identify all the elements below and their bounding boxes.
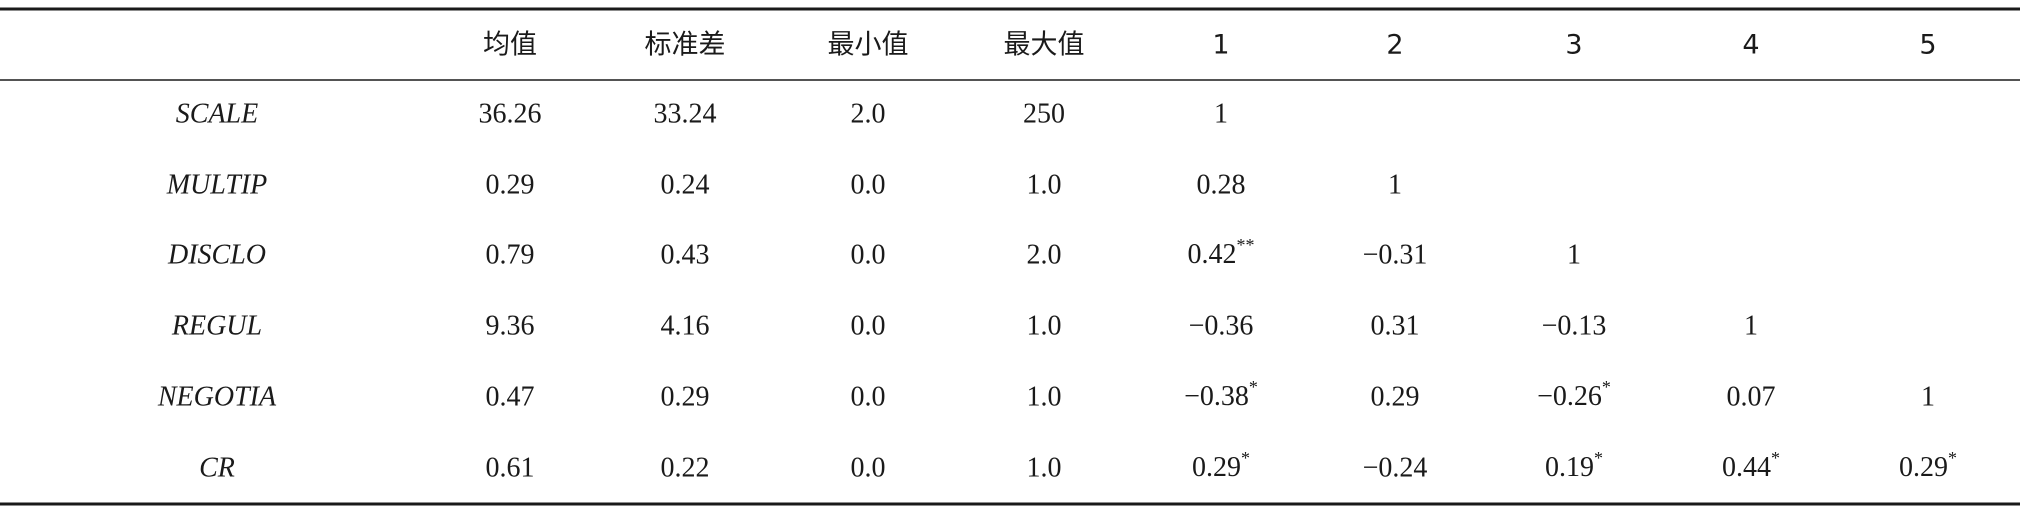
header-cell: 2 (1386, 30, 1403, 61)
row-label: DISCLO (167, 239, 266, 270)
header-cell: 4 (1742, 30, 1759, 61)
significance-mark: ** (1237, 235, 1255, 255)
cell: 33.24 (654, 98, 717, 129)
cell: 0.31 (1371, 310, 1420, 341)
cell: 0.0 (851, 239, 886, 270)
cell-value: 0.29 (1192, 452, 1241, 483)
cell: 0.19* (1545, 448, 1603, 483)
cell: −0.13 (1542, 310, 1607, 341)
cell: 0.29 (1371, 381, 1420, 412)
cell: 36.26 (479, 98, 542, 129)
cell: 1 (1214, 98, 1228, 129)
cell: 4.16 (661, 310, 710, 341)
cell: 2.0 (851, 98, 886, 129)
cell-value: 0.44 (1722, 452, 1771, 483)
cell: 0.29 (486, 169, 535, 200)
significance-mark: * (1602, 377, 1611, 397)
header-cell: 最大值 (1004, 30, 1085, 61)
cell: 0.43 (661, 239, 710, 270)
cell: 1.0 (1027, 381, 1062, 412)
header-cell: 最小值 (828, 30, 909, 61)
cell: 0.24 (661, 169, 710, 200)
cell: 1 (1744, 310, 1758, 341)
cell: 0.47 (486, 381, 535, 412)
cell: −0.36 (1189, 310, 1254, 341)
header-cell: 3 (1565, 30, 1582, 61)
cell: 1.0 (1027, 169, 1062, 200)
cell: −0.24 (1363, 452, 1428, 483)
cell: 0.22 (661, 452, 710, 483)
header-cell: 标准差 (645, 30, 726, 61)
cell: 0.0 (851, 310, 886, 341)
row-label: MULTIP (166, 169, 268, 200)
cell: 0.0 (851, 452, 886, 483)
header-cell: 均值 (483, 30, 537, 61)
cell: 0.42** (1188, 235, 1255, 270)
significance-mark: * (1771, 448, 1780, 468)
cell: 250 (1023, 98, 1065, 129)
cell: 0.29* (1192, 448, 1250, 483)
significance-mark: * (1249, 377, 1258, 397)
cell: 0.07 (1727, 381, 1776, 412)
cell: 0.61 (486, 452, 535, 483)
cell-value: 0.29 (1899, 452, 1948, 483)
cell: −0.38* (1184, 377, 1258, 412)
row-label: SCALE (176, 98, 258, 129)
cell-value: −0.26 (1537, 381, 1602, 412)
cell: 1 (1567, 239, 1581, 270)
cell: 0.0 (851, 381, 886, 412)
cell: 0.29 (661, 381, 710, 412)
cell: 0.79 (486, 239, 535, 270)
cell: 1 (1921, 381, 1935, 412)
cell: 9.36 (486, 310, 535, 341)
cell: 0.28 (1197, 169, 1246, 200)
cell-value: 0.19 (1545, 452, 1594, 483)
cell: −0.26* (1537, 377, 1611, 412)
row-label: NEGOTIA (157, 381, 277, 412)
cell: 0.44* (1722, 448, 1780, 483)
header-cell: 5 (1919, 30, 1936, 61)
significance-mark: * (1594, 448, 1603, 468)
cell: 1.0 (1027, 452, 1062, 483)
cell-value: 0.42 (1188, 239, 1237, 270)
cell: 2.0 (1027, 239, 1062, 270)
row-label: CR (199, 452, 235, 483)
row-label: REGUL (171, 310, 262, 341)
header-cell: 1 (1212, 30, 1229, 61)
cell-value: −0.38 (1184, 381, 1249, 412)
cell: −0.31 (1363, 239, 1428, 270)
cell: 0.29* (1899, 448, 1957, 483)
cell: 1 (1388, 169, 1402, 200)
cell: 0.0 (851, 169, 886, 200)
cell: 1.0 (1027, 310, 1062, 341)
significance-mark: * (1241, 448, 1250, 468)
significance-mark: * (1948, 448, 1957, 468)
